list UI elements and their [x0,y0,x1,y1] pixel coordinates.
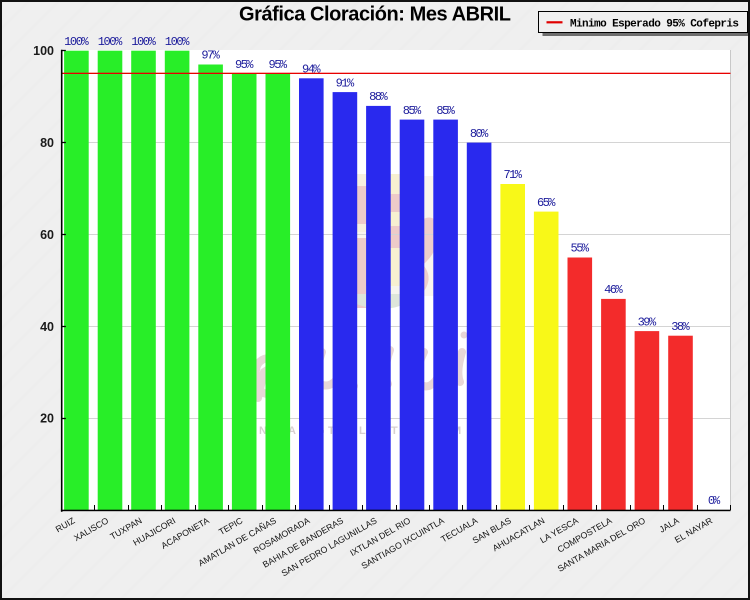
svg-text:20: 20 [40,412,54,426]
svg-text:L: L [359,425,366,437]
svg-text:100%: 100% [131,35,156,49]
svg-text:88%: 88% [369,90,388,104]
svg-text:0%: 0% [708,494,721,508]
svg-text:Minimo Esperado 95% Cofepris: Minimo Esperado 95% Cofepris [570,19,739,31]
svg-text:38%: 38% [671,320,690,334]
svg-text:100%: 100% [98,35,123,49]
svg-text:46%: 46% [604,283,623,297]
svg-text:55%: 55% [571,242,590,256]
svg-text:85%: 85% [436,104,455,118]
svg-text:65%: 65% [537,196,556,210]
svg-text:T: T [391,425,398,437]
svg-text:60: 60 [40,228,54,242]
svg-text:A: A [288,425,296,437]
svg-text:100%: 100% [64,35,89,49]
svg-text:71%: 71% [503,168,522,182]
svg-text:100: 100 [33,44,54,58]
svg-text:Gráfica Cloración: Mes ABRIL: Gráfica Cloración: Mes ABRIL [239,4,511,26]
svg-text:94%: 94% [302,63,321,77]
svg-text:85%: 85% [403,104,422,118]
svg-text:91%: 91% [336,76,355,90]
svg-text:T: T [328,425,335,437]
svg-text:95%: 95% [235,58,254,72]
svg-text:39%: 39% [638,315,657,329]
svg-text:95%: 95% [269,58,288,72]
svg-text:40: 40 [40,320,54,334]
svg-text:N: N [259,425,267,437]
svg-text:80: 80 [40,136,54,150]
svg-text:80%: 80% [470,127,489,141]
svg-text:97%: 97% [201,49,220,63]
svg-text:100%: 100% [165,35,190,49]
